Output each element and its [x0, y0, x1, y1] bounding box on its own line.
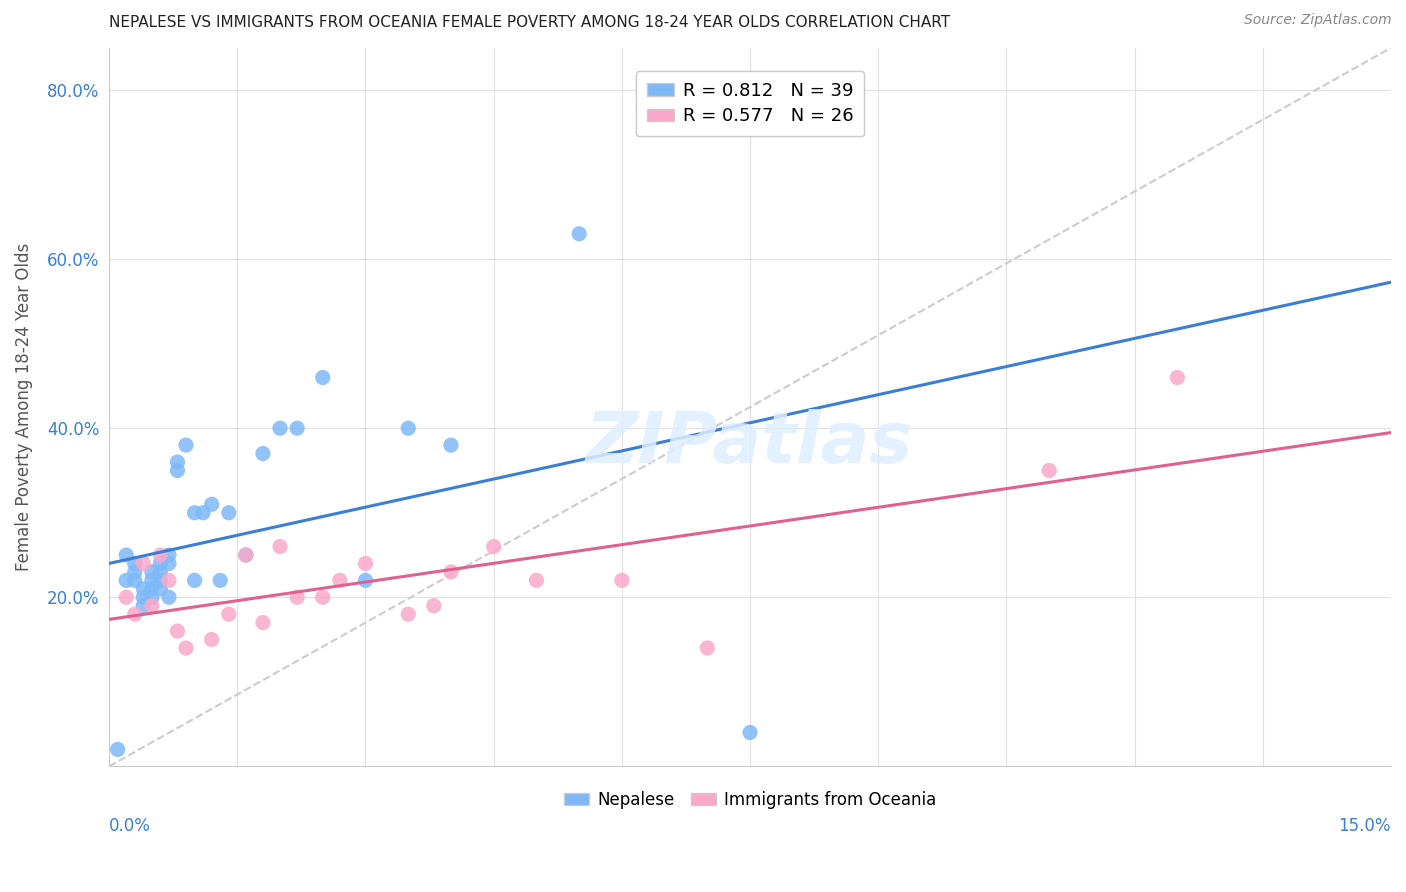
Point [396, 607, 419, 622]
Point [610, 574, 633, 588]
Point [141, 565, 163, 579]
Point [124, 565, 146, 579]
Point [252, 446, 274, 460]
Text: 15.0%: 15.0% [1339, 816, 1391, 835]
Point [141, 591, 163, 605]
Point [423, 599, 446, 613]
Point [132, 582, 155, 596]
Point [269, 540, 291, 554]
Point [157, 591, 180, 605]
Point [329, 574, 352, 588]
Point [440, 438, 463, 452]
Point [115, 591, 138, 605]
Point [166, 624, 188, 638]
Point [107, 742, 129, 756]
Point [124, 574, 146, 588]
Point [157, 548, 180, 562]
Point [354, 557, 377, 571]
Point [157, 574, 180, 588]
Point [174, 438, 197, 452]
Point [166, 455, 188, 469]
Point [149, 582, 172, 596]
Point [183, 506, 205, 520]
Text: 0.0%: 0.0% [110, 816, 150, 835]
Point [149, 574, 172, 588]
Point [209, 574, 232, 588]
Point [191, 506, 214, 520]
Text: Source: ZipAtlas.com: Source: ZipAtlas.com [1244, 13, 1392, 28]
Point [235, 548, 257, 562]
Point [149, 557, 172, 571]
Point [235, 548, 257, 562]
Point [141, 582, 163, 596]
Point [396, 421, 419, 435]
Point [285, 421, 308, 435]
Point [141, 599, 163, 613]
Point [354, 574, 377, 588]
Point [269, 421, 291, 435]
Point [115, 574, 138, 588]
Point [526, 574, 548, 588]
Point [149, 548, 172, 562]
Point [132, 599, 155, 613]
Point [174, 640, 197, 655]
Point [285, 591, 308, 605]
Point [696, 640, 718, 655]
Legend: R = 0.812   N = 39, R = 0.577   N = 26: R = 0.812 N = 39, R = 0.577 N = 26 [636, 71, 865, 136]
Point [440, 565, 463, 579]
Point [166, 463, 188, 477]
Point [157, 557, 180, 571]
Point [183, 574, 205, 588]
Point [218, 607, 240, 622]
Point [312, 370, 335, 384]
Point [482, 540, 505, 554]
Point [201, 497, 224, 511]
Point [312, 591, 335, 605]
Point [568, 227, 591, 241]
Point [252, 615, 274, 630]
Point [115, 548, 138, 562]
Point [141, 574, 163, 588]
Y-axis label: Female Poverty Among 18-24 Year Olds: Female Poverty Among 18-24 Year Olds [15, 243, 32, 571]
Point [132, 591, 155, 605]
Point [1038, 463, 1060, 477]
Text: ZIPatlas: ZIPatlas [586, 409, 914, 477]
Point [124, 557, 146, 571]
Point [738, 725, 761, 739]
Point [124, 607, 146, 622]
Point [132, 557, 155, 571]
Text: NEPALESE VS IMMIGRANTS FROM OCEANIA FEMALE POVERTY AMONG 18-24 YEAR OLDS CORRELA: NEPALESE VS IMMIGRANTS FROM OCEANIA FEMA… [110, 15, 950, 30]
Point [149, 565, 172, 579]
Point [218, 506, 240, 520]
Point [1166, 370, 1188, 384]
Point [201, 632, 224, 647]
